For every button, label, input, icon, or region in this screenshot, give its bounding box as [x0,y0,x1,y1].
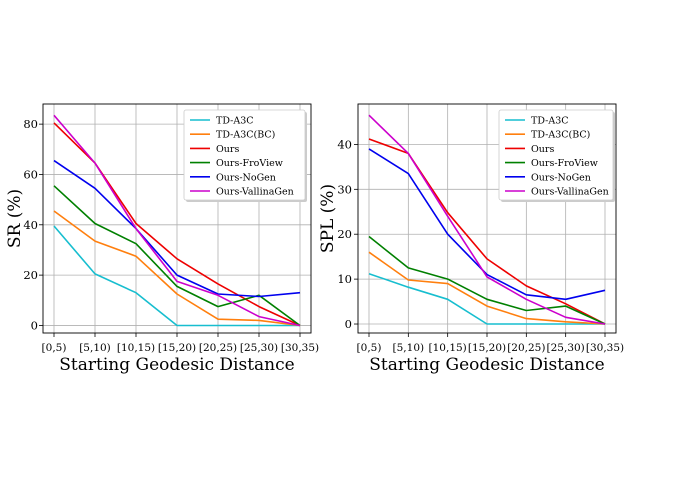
series-line-ours-vallinagen [368,114,606,325]
legend-label: TD-A3C [216,116,254,127]
x-axis-label: Starting Geodesic Distance [369,355,604,375]
legend-box [498,109,614,201]
series-line-ours-nogen [53,159,301,298]
x-tick-label: [20,25) [199,342,237,354]
y-tick-label: 80 [23,117,38,131]
x-tick-label: [30,35) [586,342,624,354]
x-tick-label: [15,20) [158,342,196,354]
series-line-ours-nogen [368,148,606,301]
x-tick-label: [10,15) [117,342,155,354]
y-tick-label: 30 [337,182,352,196]
x-tick-label: [30,35) [281,342,319,354]
y-tick-label: 20 [337,227,352,241]
y-tick-label: 60 [23,167,38,181]
legend-label: Ours-NoGen [216,172,276,183]
series-line-td-a3c [53,225,300,327]
chart-2: [0,5) [5,10) [10,15) [15,20) [20,25) [25,30)[… [318,103,624,375]
x-tick-label: [10,15) [429,342,467,354]
x-tick-label: [0,5) [42,342,67,354]
x-axis-label: Starting Geodesic Distance [59,355,294,375]
x-tick-label: [15,20) [468,342,506,354]
legend: TD-A3C TD-A3C(BC) Ours Ours-FroView Ours-NoG… [498,109,615,202]
series-line-ours-froview [368,235,606,325]
chart-1: [0,5) [5,10) [10,15) [15,20) [20,25) [25,30)[… [5,103,319,375]
series-line-ours-vallinagen [53,114,301,327]
legend-box [183,109,306,201]
series-line-td-a3c-bc- [53,210,301,327]
series-line-td-a3c [368,272,605,325]
legend-label: TD-A3C(BC) [216,130,275,141]
legend-label: Ours [531,144,554,155]
y-tick-label: 40 [23,218,38,232]
legend-label: Ours-FroView [531,158,598,169]
legend-label: TD-A3C [531,116,569,127]
x-tick-label: [25,30) [547,342,585,354]
x-tick-label: [5,10) [79,342,111,354]
y-axis-label: SPL (%) [318,184,338,253]
x-tick-label: [25,30) [240,342,278,354]
legend-label: Ours-VallinaGen [531,187,609,198]
y-axis-label: SR (%) [5,189,25,248]
y-tick-label: 0 [345,317,352,331]
legend-label: TD-A3C(BC) [531,130,590,141]
x-tick-label: [5,10) [393,342,425,354]
series-line-ours-froview [53,185,301,327]
y-tick-label: 0 [31,318,38,332]
legend-label: Ours-NoGen [531,172,591,183]
y-tick-label: 20 [23,268,38,282]
legend-label: Ours-FroView [216,158,283,169]
series-line-td-a3c-bc- [368,251,606,325]
x-tick-label: [20,25) [507,342,545,354]
x-tick-label: [0,5) [357,342,382,354]
legend-label: Ours-VallinaGen [216,187,294,198]
legend-label: Ours [216,144,239,155]
legend: TD-A3C TD-A3C(BC) Ours Ours-FroView Ours-NoG… [183,109,307,202]
y-tick-label: 10 [337,272,352,286]
y-tick-label: 40 [337,137,352,151]
